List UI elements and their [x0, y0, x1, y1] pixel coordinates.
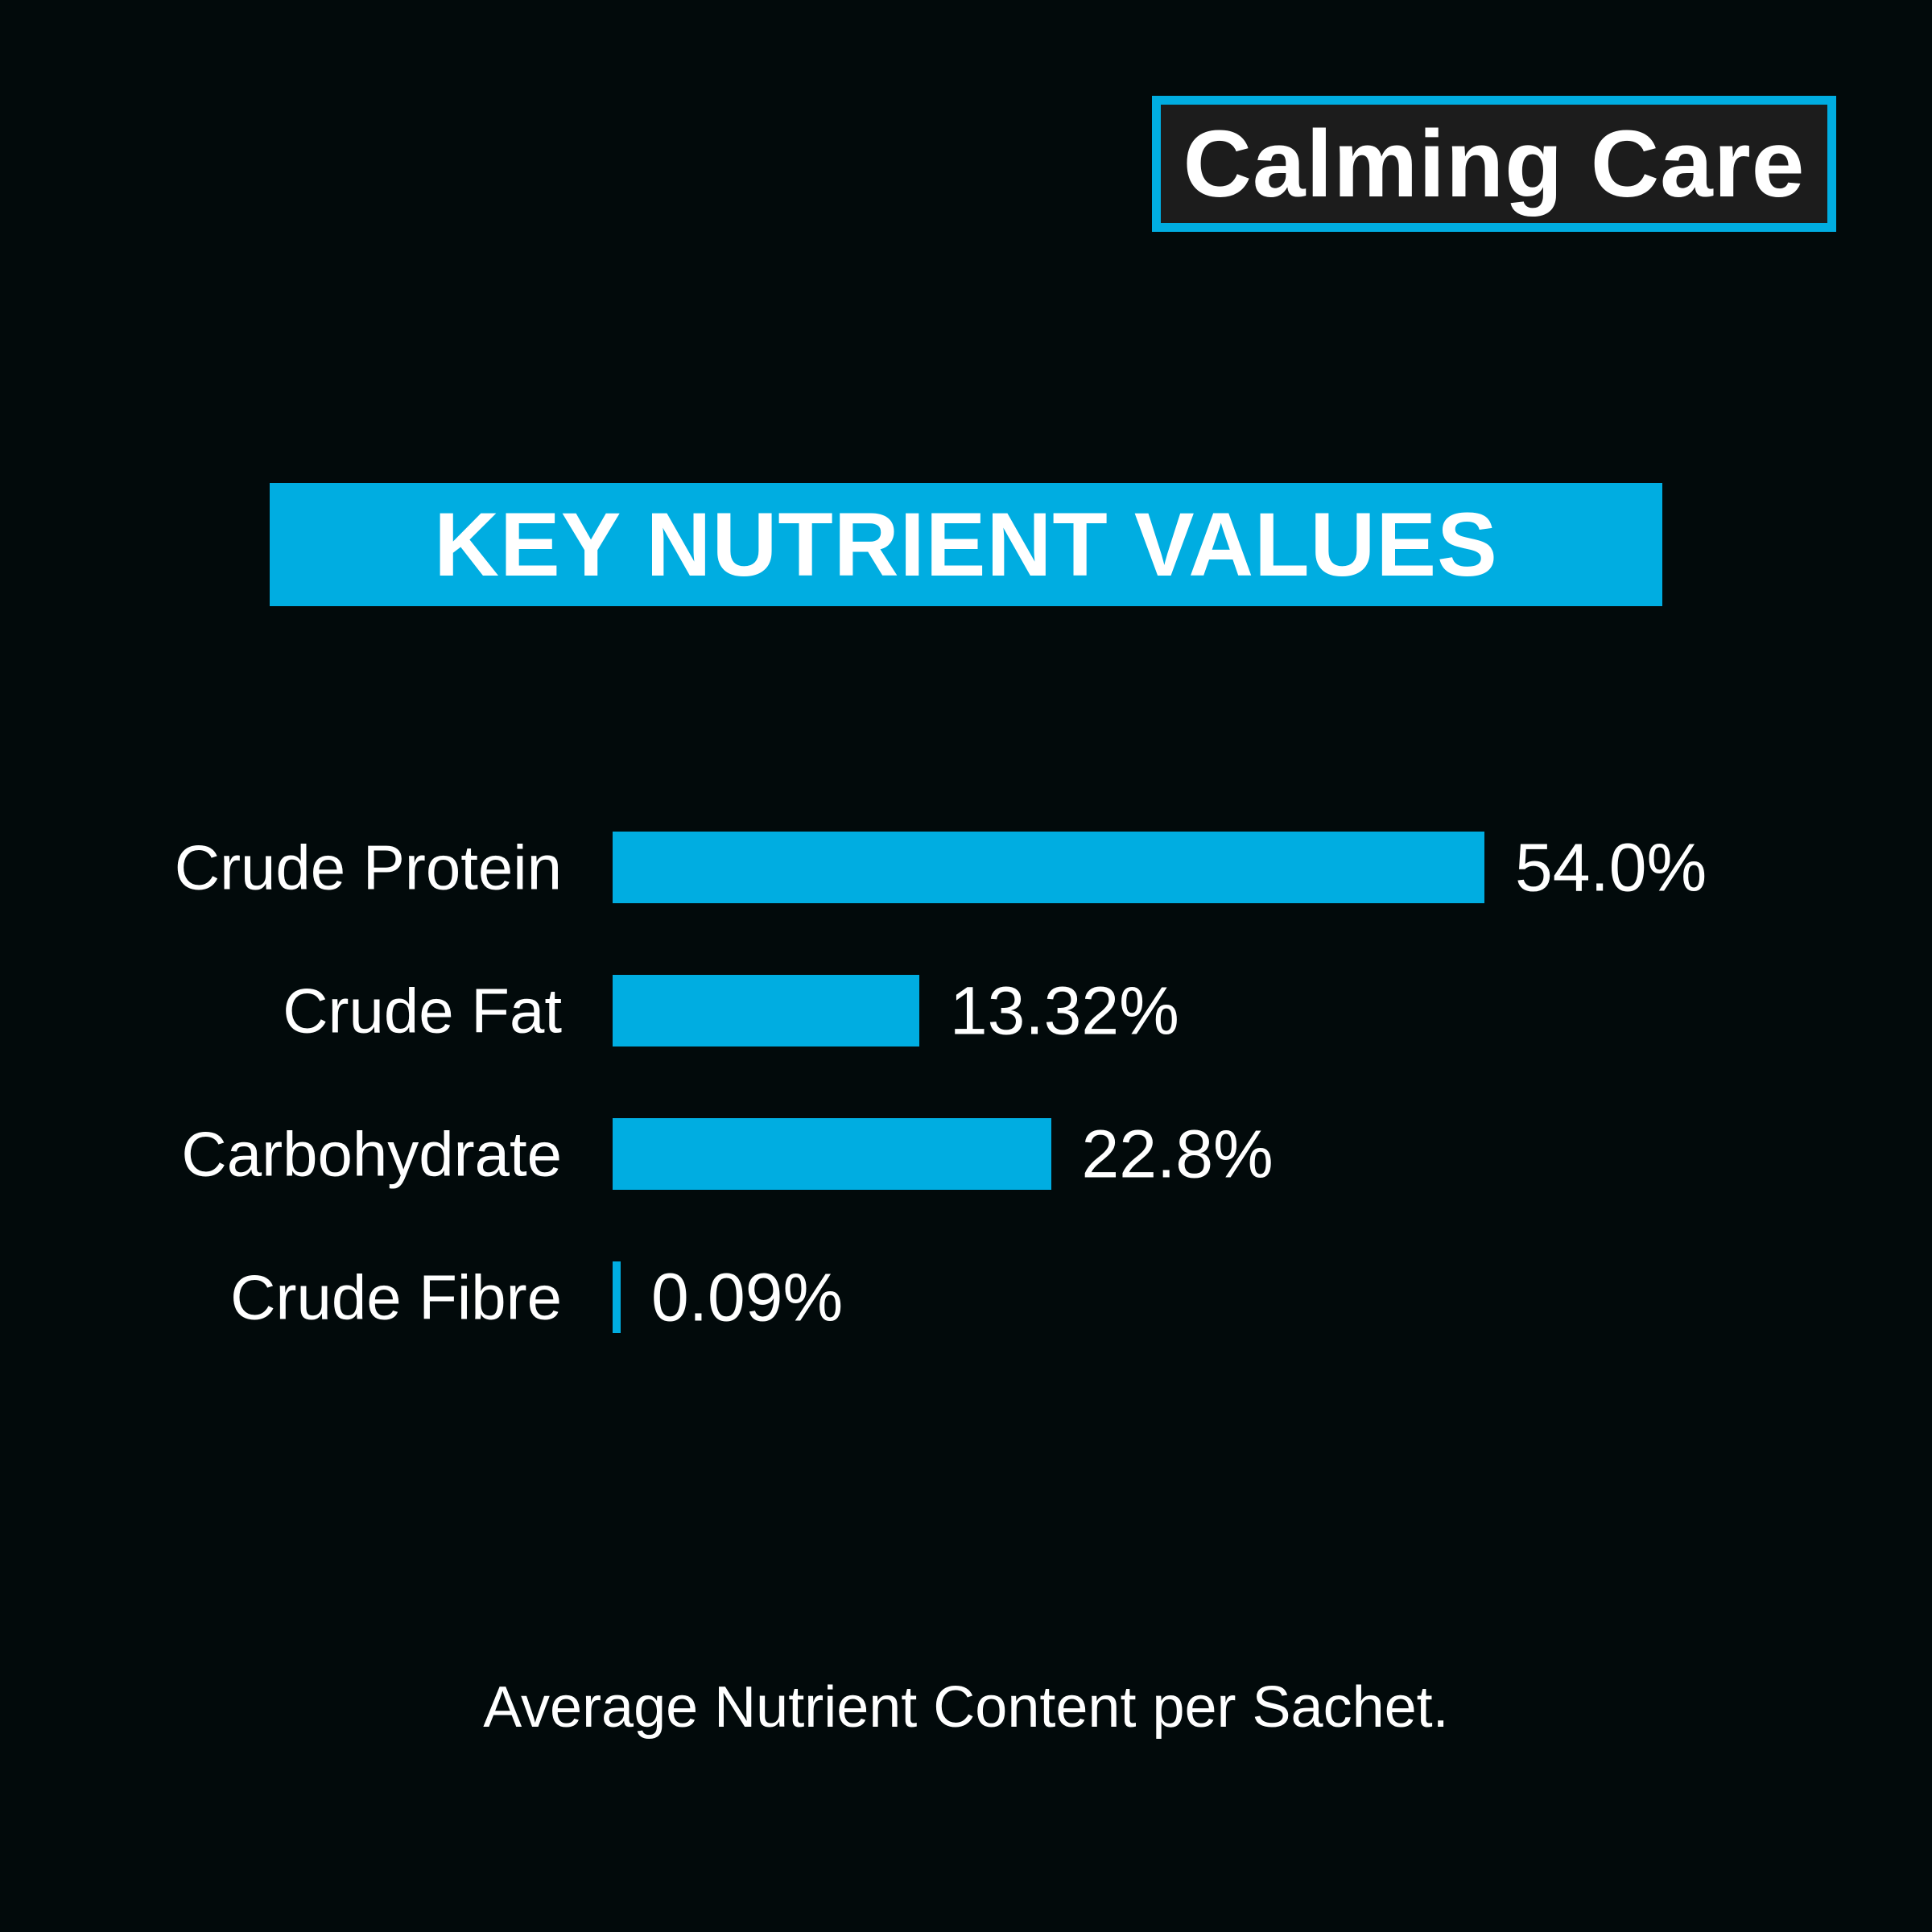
category-label: Crude Fibre	[230, 1261, 562, 1332]
value-label: 54.0%	[1515, 829, 1707, 905]
section-banner: KEY NUTRIENT VALUES	[270, 483, 1662, 606]
footer-note: Average Nutrient Content per Sachet.	[483, 1675, 1449, 1740]
bar	[613, 1118, 1051, 1190]
bar	[613, 832, 1485, 903]
value-label: 13.32%	[949, 972, 1179, 1048]
value-label: 22.8%	[1081, 1116, 1274, 1191]
category-label: Crude Protein	[174, 832, 562, 902]
brand-title: Calming Care	[1183, 110, 1806, 217]
chart-title: KEY NUTRIENT VALUES	[434, 494, 1498, 595]
bar	[613, 1261, 621, 1333]
category-label: Carbohydrate	[181, 1118, 562, 1189]
brand-title-box: Calming Care	[1152, 96, 1836, 232]
value-label: 0.09%	[651, 1259, 844, 1335]
category-label: Crude Fat	[283, 975, 562, 1046]
bar	[613, 975, 919, 1046]
